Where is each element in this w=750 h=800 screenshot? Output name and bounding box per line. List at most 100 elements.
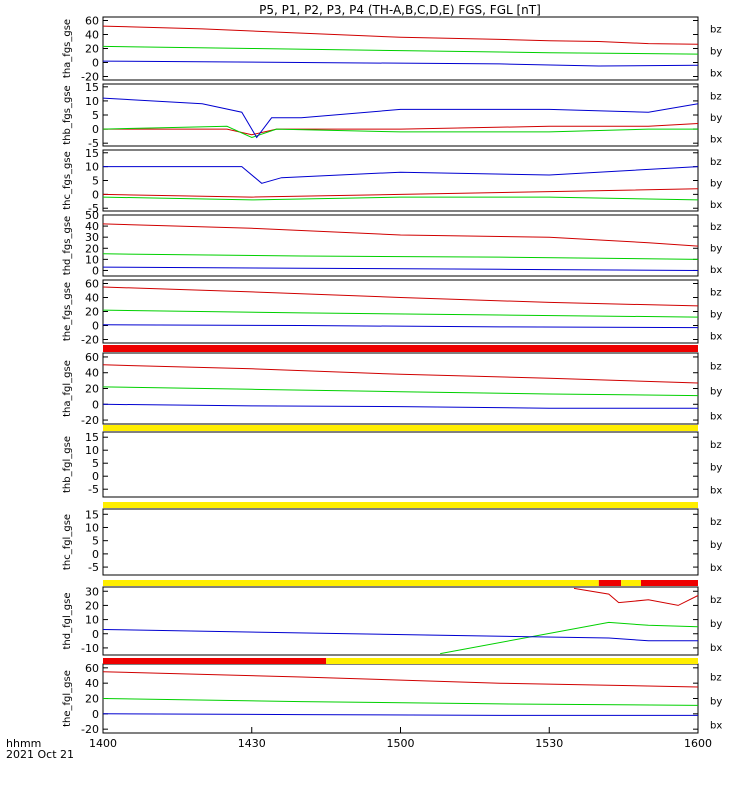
legend-bx: bx <box>710 485 722 496</box>
legend-bz: bz <box>710 672 722 683</box>
y-tick-label: 60 <box>85 662 99 675</box>
y-tick-label: 0 <box>92 57 99 70</box>
panel-frame <box>102 149 699 212</box>
chart-title: P5, P1, P2, P3, P4 (TH-A,B,C,D,E) FGS, F… <box>259 3 541 17</box>
series-bz <box>102 25 699 45</box>
y-axis-label: tha_fgl_gse <box>62 360 73 417</box>
legend-bz: bz <box>710 287 722 298</box>
x-tick-label: 1400 <box>89 737 117 750</box>
mode-bar-segment <box>326 658 698 664</box>
y-tick-label: 10 <box>85 161 99 174</box>
y-tick-label: 20 <box>85 599 99 612</box>
legend-bz: bz <box>710 517 722 528</box>
legend-bz: bz <box>710 91 722 102</box>
y-tick-label: 60 <box>85 351 99 364</box>
y-tick-label: 60 <box>85 278 99 291</box>
legend-by: by <box>710 47 722 58</box>
y-tick-label: 0 <box>92 398 99 411</box>
y-tick-label: 20 <box>85 693 99 706</box>
y-tick-label: 20 <box>85 306 99 319</box>
y-tick-label: -5 <box>88 561 99 574</box>
y-tick-label: -5 <box>88 202 99 215</box>
y-tick-label: 0 <box>92 548 99 561</box>
mode-bar-segment <box>103 425 698 431</box>
series-bz <box>102 188 699 198</box>
y-axis-label: thd_fgl_gse <box>62 593 73 650</box>
y-tick-label: -20 <box>81 71 99 84</box>
legend-by: by <box>710 310 722 321</box>
series-bx <box>102 629 698 642</box>
y-tick-label: 40 <box>85 677 99 690</box>
legend-bx: bx <box>710 69 722 80</box>
y-tick-label: -20 <box>81 723 99 736</box>
y-tick-label: 20 <box>85 242 99 255</box>
legend-by: by <box>710 540 722 551</box>
series-by <box>102 386 699 397</box>
legend-by: by <box>710 244 722 255</box>
y-tick-label: 40 <box>85 292 99 305</box>
y-axis-label: tha_fgs_gse <box>62 19 73 78</box>
y-axis-label: the_fgl_gse <box>62 670 73 727</box>
panel-frame <box>102 214 699 277</box>
x-tick-label: 1530 <box>535 737 563 750</box>
y-axis-label: thc_fgs_gse <box>62 151 73 210</box>
mode-bar-segment <box>640 580 698 586</box>
series-bx <box>102 97 699 139</box>
mode-bar-segment <box>598 580 622 586</box>
legend-bx: bx <box>710 563 722 574</box>
y-tick-label: 0 <box>92 320 99 333</box>
y-tick-label: -5 <box>88 137 99 150</box>
y-tick-label: -20 <box>81 414 99 427</box>
series-by <box>102 45 699 55</box>
y-tick-label: 15 <box>85 147 99 160</box>
y-tick-label: 5 <box>92 175 99 188</box>
panel-frame <box>102 508 699 576</box>
panel-tha_fgl_gse: -20 0 20 40 60 tha_fgl_gse bz by bx <box>62 351 722 427</box>
legend-by: by <box>710 697 722 708</box>
series-by <box>440 621 699 655</box>
y-tick-label: 5 <box>92 109 99 122</box>
y-axis-label: thb_fgs_gse <box>62 85 73 144</box>
panel-frame <box>102 586 699 656</box>
legend-bz: bz <box>710 595 722 606</box>
series-bz <box>573 587 699 606</box>
y-tick-label: 15 <box>85 81 99 94</box>
y-tick-label: 50 <box>85 209 99 222</box>
series-bz <box>102 223 699 247</box>
y-tick-label: 60 <box>85 15 99 28</box>
mode-bar-segment <box>621 580 641 586</box>
y-tick-label: 0 <box>92 123 99 136</box>
series-bx <box>102 266 699 271</box>
y-tick-label: 30 <box>85 585 99 598</box>
y-tick-label: 20 <box>85 43 99 56</box>
x-tick-label: 1600 <box>684 737 712 750</box>
x-tick-label: 1430 <box>238 737 266 750</box>
legend-bz: bz <box>710 440 722 451</box>
x-tick-label: 1500 <box>387 737 415 750</box>
y-tick-label: 40 <box>85 367 99 380</box>
y-tick-label: 40 <box>85 220 99 233</box>
series-bx <box>102 60 699 67</box>
series-by <box>102 309 699 318</box>
y-axis-label: thd_fgs_gse <box>62 216 73 275</box>
legend-bz: bz <box>710 157 722 168</box>
y-tick-label: 10 <box>85 614 99 627</box>
legend-bx: bx <box>710 643 722 654</box>
y-tick-label: 0 <box>92 470 99 483</box>
panel-the_fgl_gse: -20 0 20 40 60 the_fgl_gse bz by bx <box>62 662 722 736</box>
y-tick-label: -5 <box>88 483 99 496</box>
mode-bar-segment <box>103 658 327 664</box>
y-tick-label: 0 <box>92 188 99 201</box>
legend-bx: bx <box>710 411 722 422</box>
legend-bx: bx <box>710 721 722 732</box>
series-by <box>102 698 699 706</box>
y-tick-label: -10 <box>81 642 99 655</box>
